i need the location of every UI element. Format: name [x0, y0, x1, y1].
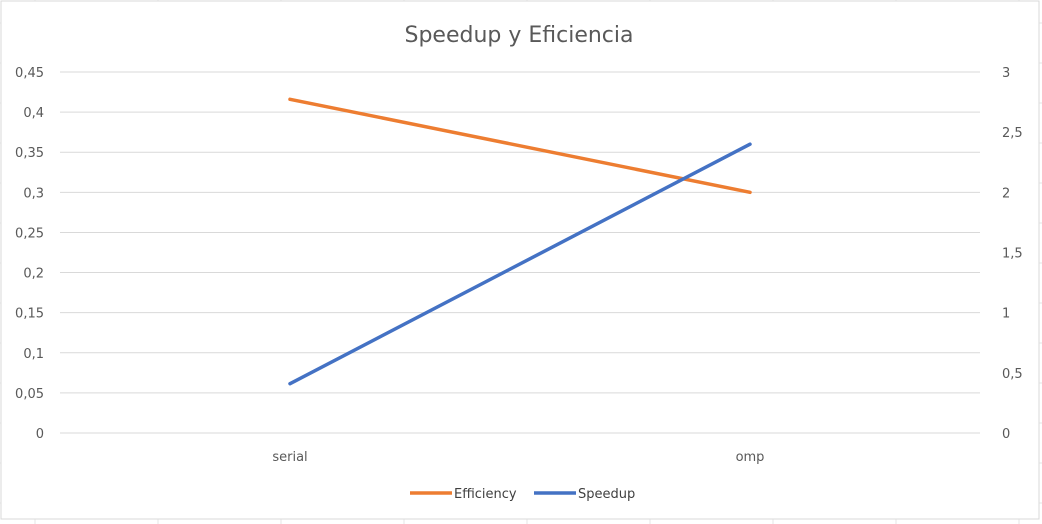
- left-axis-tick-label: 0,45: [15, 66, 44, 81]
- legend: Efficiency Speedup: [410, 487, 635, 502]
- series-lines: [288, 97, 752, 386]
- left-axis-tick-label: 0,25: [15, 226, 44, 241]
- right-axis-tick-label: 0: [1002, 427, 1010, 442]
- right-axis-tick-label: 2: [1002, 186, 1010, 201]
- category-label: serial: [272, 450, 307, 465]
- right-axis-tick-label: 1: [1002, 307, 1010, 322]
- left-axis-tick-label: 0,05: [15, 387, 44, 402]
- category-label: omp: [736, 450, 765, 465]
- gridlines: [60, 71, 980, 434]
- left-axis-tick-label: 0,4: [23, 106, 44, 121]
- right-axis-tick-label: 0,5: [1002, 367, 1023, 382]
- left-axis-tick-label: 0,3: [23, 186, 44, 201]
- series-line-speedup[interactable]: [288, 142, 752, 386]
- chart-title: Speedup y Eficiencia: [404, 23, 633, 48]
- legend-label: Speedup: [578, 487, 635, 502]
- right-axis-tick-label: 3: [1002, 66, 1010, 81]
- category-axis-labels: serial omp: [272, 450, 764, 465]
- left-axis-tick-label: 0,35: [15, 146, 44, 161]
- right-axis-tick-label: 1,5: [1002, 247, 1023, 262]
- series-line-efficiency[interactable]: [288, 97, 752, 195]
- left-axis-tick-label: 0,15: [15, 307, 44, 322]
- left-axis-tick-label: 0: [36, 427, 44, 442]
- legend-label: Efficiency: [454, 487, 517, 502]
- right-axis-tick-label: 2,5: [1002, 126, 1023, 141]
- right-axis-ticks: 0 0,5 1 1,5 2 2,5 3: [1002, 66, 1023, 442]
- left-axis-ticks: 0 0,05 0,1 0,15 0,2 0,25 0,3 0,35 0,4 0,45: [15, 66, 44, 442]
- left-axis-tick-label: 0,1: [23, 347, 44, 362]
- left-axis-tick-label: 0,2: [23, 267, 44, 282]
